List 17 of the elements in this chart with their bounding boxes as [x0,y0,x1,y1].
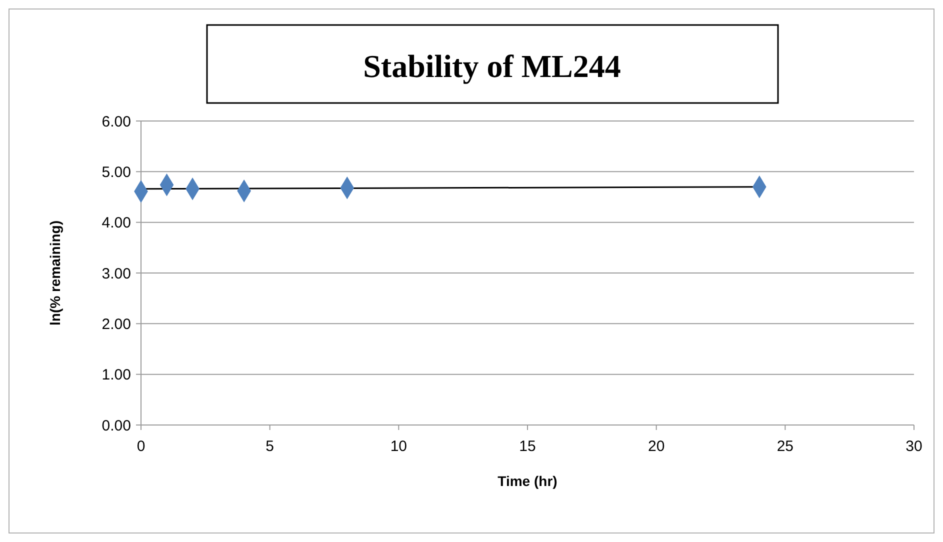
x-tick-label: 5 [266,438,274,455]
x-tick-label: 25 [776,438,794,455]
y-tick-label: 5.00 [102,164,131,181]
y-tick-label: 1.00 [102,366,131,384]
x-tick-label: 0 [136,438,146,455]
y-axis-title: ln(% remaining) [47,220,63,326]
y-tick-label: 0.00 [102,417,131,434]
y-tick-label: 3.00 [102,265,131,282]
y-tick-label: 2.00 [102,316,131,333]
chart-title: Stability of ML244 [363,48,621,84]
x-axis-title: Time (hr) [498,473,558,489]
x-tick-label: 10 [390,438,408,455]
x-tick-label: 30 [906,438,922,455]
x-tick-label: 15 [519,438,536,455]
x-tick-label: 20 [648,438,665,455]
y-tick-label: 6.00 [102,113,131,130]
y-tick-label: 4.00 [102,214,131,232]
